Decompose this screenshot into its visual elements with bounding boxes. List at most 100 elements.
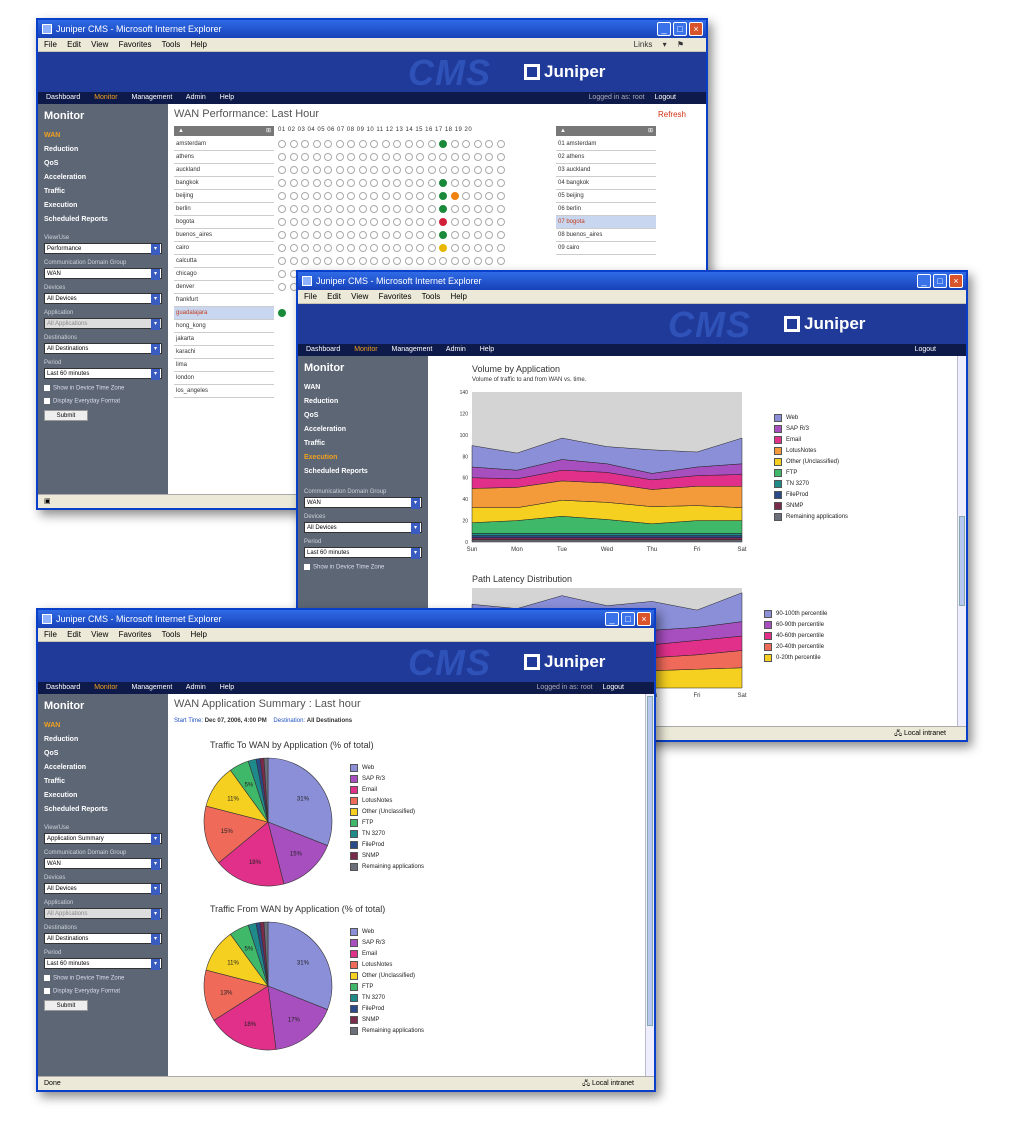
menu-file[interactable]: File — [304, 292, 317, 301]
menu-view[interactable]: View — [91, 630, 109, 639]
sidebar-item-traffic[interactable]: Traffic — [44, 778, 66, 785]
status-dot[interactable] — [393, 231, 401, 239]
status-dot[interactable] — [381, 257, 390, 265]
sidebar-item-acceleration[interactable]: Acceleration — [304, 426, 347, 433]
menu-help[interactable]: Help — [190, 630, 207, 639]
status-dot[interactable] — [289, 140, 298, 148]
table-row[interactable]: los_angeles — [174, 385, 274, 398]
maximize-button[interactable]: □ — [673, 22, 687, 36]
sidebar-item-execution[interactable]: Execution — [304, 454, 338, 461]
nav-admin[interactable]: Admin — [185, 684, 206, 691]
status-dot[interactable] — [289, 192, 298, 200]
status-dot[interactable] — [496, 244, 505, 252]
status-dot[interactable] — [427, 140, 436, 148]
status-dot[interactable] — [496, 231, 505, 239]
status-dot[interactable] — [439, 140, 447, 148]
sidebar-item-scheduled-reports[interactable]: Scheduled Reports — [304, 468, 368, 475]
refresh-link[interactable]: Refresh — [657, 110, 686, 119]
menu-edit[interactable]: Edit — [327, 292, 341, 301]
status-dot[interactable] — [358, 257, 367, 265]
status-dot[interactable] — [289, 166, 298, 174]
status-dot[interactable] — [289, 179, 298, 187]
table-row[interactable]: 06 berlin — [556, 203, 656, 216]
status-dot[interactable] — [439, 179, 447, 187]
menu-view[interactable]: View — [351, 292, 369, 301]
status-dot[interactable] — [427, 257, 436, 265]
status-dot[interactable] — [278, 205, 286, 213]
status-dot[interactable] — [485, 205, 493, 213]
menu-tools[interactable]: Tools — [161, 40, 181, 49]
status-dot[interactable] — [496, 153, 505, 161]
status-dot[interactable] — [462, 218, 470, 226]
status-dot[interactable] — [450, 257, 459, 265]
status-dot[interactable] — [358, 166, 367, 174]
status-dot[interactable] — [393, 244, 401, 252]
status-dot[interactable] — [335, 257, 344, 265]
table-row[interactable]: jakarta — [174, 333, 274, 346]
table-row[interactable]: bogota — [174, 216, 274, 229]
status-dot[interactable] — [439, 244, 447, 252]
status-dot[interactable] — [324, 231, 332, 239]
status-dot[interactable] — [335, 244, 344, 252]
format-checkbox[interactable]: Display Everyday Format — [44, 987, 162, 994]
status-dot[interactable] — [347, 153, 355, 161]
logout-link[interactable]: Logout — [914, 346, 936, 353]
status-dot[interactable] — [347, 179, 355, 187]
status-dot[interactable] — [496, 218, 505, 226]
close-button[interactable]: × — [689, 22, 703, 36]
status-dot[interactable] — [473, 166, 482, 174]
format-checkbox[interactable]: Display Everyday Format — [44, 397, 162, 404]
menu-file[interactable]: File — [44, 40, 57, 49]
status-dot[interactable] — [404, 192, 413, 200]
status-dot[interactable] — [462, 166, 470, 174]
status-dot[interactable] — [381, 218, 390, 226]
menu-edit[interactable]: Edit — [67, 630, 81, 639]
status-dot[interactable] — [416, 179, 424, 187]
table-row[interactable]: berlin — [174, 203, 274, 216]
status-dot[interactable] — [335, 140, 344, 148]
status-dot[interactable] — [324, 166, 332, 174]
nav-dashboard[interactable]: Dashboard — [46, 684, 81, 691]
table-row[interactable]: 09 cairo — [556, 242, 656, 255]
status-dot[interactable] — [416, 257, 424, 265]
status-dot[interactable] — [312, 153, 321, 161]
status-dot[interactable] — [289, 244, 298, 252]
submit-button[interactable]: Submit — [44, 1000, 88, 1012]
status-dot[interactable] — [496, 257, 505, 265]
status-dot[interactable] — [473, 140, 482, 148]
status-dot[interactable] — [278, 231, 286, 239]
maximize-button[interactable]: □ — [933, 274, 947, 288]
status-dot[interactable] — [462, 179, 470, 187]
status-dot[interactable] — [473, 205, 482, 213]
sidebar-item-reduction[interactable]: Reduction — [304, 398, 339, 405]
links-label[interactable]: Links — [633, 40, 653, 49]
status-dot[interactable] — [301, 140, 309, 148]
status-dot[interactable] — [381, 179, 390, 187]
nav-admin[interactable]: Admin — [185, 94, 206, 101]
minimize-button[interactable]: _ — [657, 22, 671, 36]
sidebar-item-wan[interactable]: WAN — [304, 384, 321, 391]
sidebar-item-acceleration[interactable]: Acceleration — [44, 174, 87, 181]
table-row[interactable]: athens — [174, 151, 274, 164]
status-dot[interactable] — [301, 244, 309, 252]
status-dot[interactable] — [370, 166, 378, 174]
status-dot[interactable] — [485, 153, 493, 161]
status-dot[interactable] — [393, 153, 401, 161]
status-dot[interactable] — [462, 244, 470, 252]
period-select[interactable]: Last 60 minutes — [304, 547, 422, 559]
status-dot[interactable] — [381, 205, 390, 213]
status-dot[interactable] — [404, 205, 413, 213]
status-dot[interactable] — [404, 257, 413, 265]
status-dot[interactable] — [324, 257, 332, 265]
period-select[interactable]: Last 60 minutes — [44, 958, 162, 970]
close-button[interactable]: × — [949, 274, 963, 288]
status-dot[interactable] — [358, 205, 367, 213]
nav-help[interactable]: Help — [479, 346, 495, 353]
status-dot[interactable] — [473, 218, 482, 226]
menu-view[interactable]: View — [91, 40, 109, 49]
logout-link[interactable]: Logout — [654, 94, 676, 101]
application-select[interactable]: All Applications — [44, 908, 162, 920]
status-dot[interactable] — [450, 218, 459, 226]
status-dot[interactable] — [312, 166, 321, 174]
timezone-checkbox[interactable]: Show in Device Time Zone — [44, 975, 162, 982]
